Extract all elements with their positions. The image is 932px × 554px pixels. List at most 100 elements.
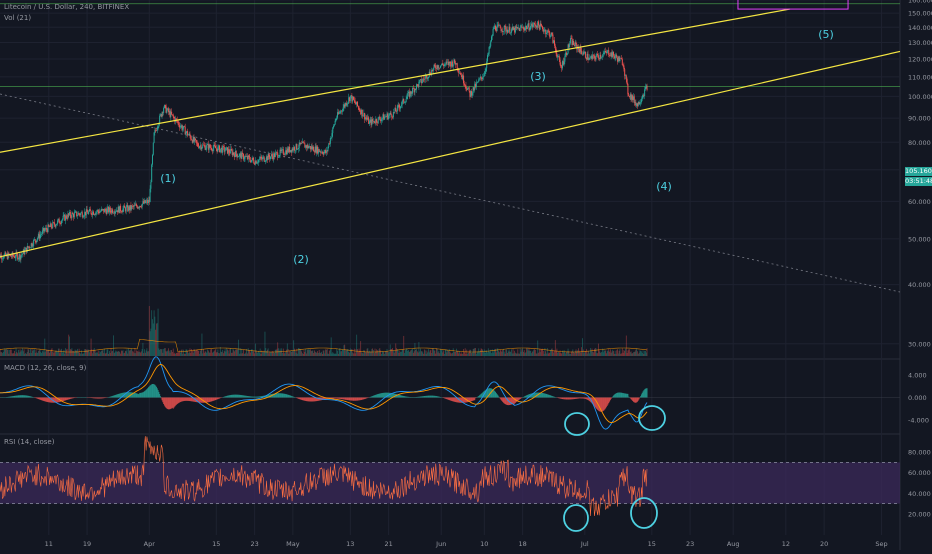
volume-bar [86,350,87,356]
volume-bar [204,353,205,356]
volume-bar [330,349,331,356]
volume-bar [343,350,344,356]
volume-bar [112,351,113,356]
volume-bar [202,353,203,356]
candle-body [640,102,641,103]
volume-bar [271,352,272,356]
volume-bar [182,354,183,356]
volume-bar [1,352,2,356]
volume-bar [218,353,219,356]
bar-countdown-tag: 03:51:48 [905,177,932,186]
volume-bar [402,349,403,356]
volume-indicator-label[interactable]: Vol (21) [4,14,31,22]
volume-bar [378,353,379,356]
volume-bar [466,354,467,356]
volume-bar [123,350,124,356]
volume-bar [427,352,428,356]
candle-body [445,64,446,65]
volume-bar [615,351,616,356]
time-tick-label: 15 [648,540,656,548]
volume-bar [447,350,448,356]
volume-bar [257,353,258,356]
volume-bar [543,351,544,356]
volume-bar [254,353,255,356]
volume-bar [387,349,388,356]
volume-bar [1,352,2,356]
volume-bar [346,350,347,356]
volume-bar [390,344,391,356]
highlight-circle [565,413,589,435]
candle-body [252,158,253,160]
volume-bar [248,348,249,356]
volume-bar [450,352,451,356]
candle-body [225,148,226,151]
volume-bar [324,353,325,356]
volume-bar [216,353,217,356]
volume-bar [320,353,321,356]
volume-bar [624,350,625,356]
volume-bar [565,353,566,356]
volume-bar [300,349,301,356]
volume-bar [571,352,572,356]
volume-bar [493,350,494,356]
volume-bar [190,353,191,356]
volume-bar [517,354,518,356]
volume-bar [23,351,24,356]
volume-bar [564,350,565,356]
volume-bar [509,351,510,356]
volume-bar [400,352,401,356]
volume-bar [501,351,502,356]
volume-bar [9,354,10,356]
rsi-indicator-label[interactable]: RSI (14, close) [4,438,54,446]
volume-bar [596,348,597,356]
volume-bar [60,353,61,356]
volume-bar [152,319,153,356]
volume-bar [434,351,435,356]
macd-indicator-label[interactable]: MACD (12, 26, close, 9) [4,364,86,372]
candle-body [319,149,320,152]
volume-bar [14,351,15,356]
candle-body [259,159,260,160]
candle-body [184,126,185,127]
volume-bar [89,352,90,356]
candle-body [355,101,356,104]
volume-bar [440,349,441,356]
candle-body [323,152,324,155]
price-tick-label: 110.000 [908,73,932,81]
candle-body [61,221,62,224]
candle-body [642,98,643,99]
volume-bar [369,351,370,356]
volume-bar [607,351,608,356]
volume-bar [637,351,638,356]
volume-bar [69,336,70,356]
candle-body [595,57,596,60]
candle-body [260,157,261,158]
volume-bar [315,352,316,356]
candle-body [308,147,309,148]
volume-bar [139,351,140,356]
volume-bar [499,352,500,356]
volume-bar [521,349,522,356]
volume-bar [632,353,633,356]
volume-bar [141,351,142,356]
volume-bar [40,349,41,356]
candle-body [283,149,284,154]
candle-body [124,206,125,208]
volume-bar [196,350,197,356]
volume-bar [517,349,518,356]
candle-body [402,101,403,105]
volume-bar [342,349,343,356]
volume-bar [344,345,345,356]
volume-bar [238,340,239,356]
volume-bar [406,349,407,356]
volume-bar [641,351,642,356]
volume-bar [386,351,387,356]
volume-bar [178,352,179,356]
volume-bar [97,352,98,356]
volume-bar [68,353,69,356]
volume-bar [443,350,444,356]
candle-body [20,256,21,260]
volume-bar [392,348,393,356]
symbol-title[interactable]: Litecoin / U.S. Dollar, 240, BITFINEX [4,3,129,11]
